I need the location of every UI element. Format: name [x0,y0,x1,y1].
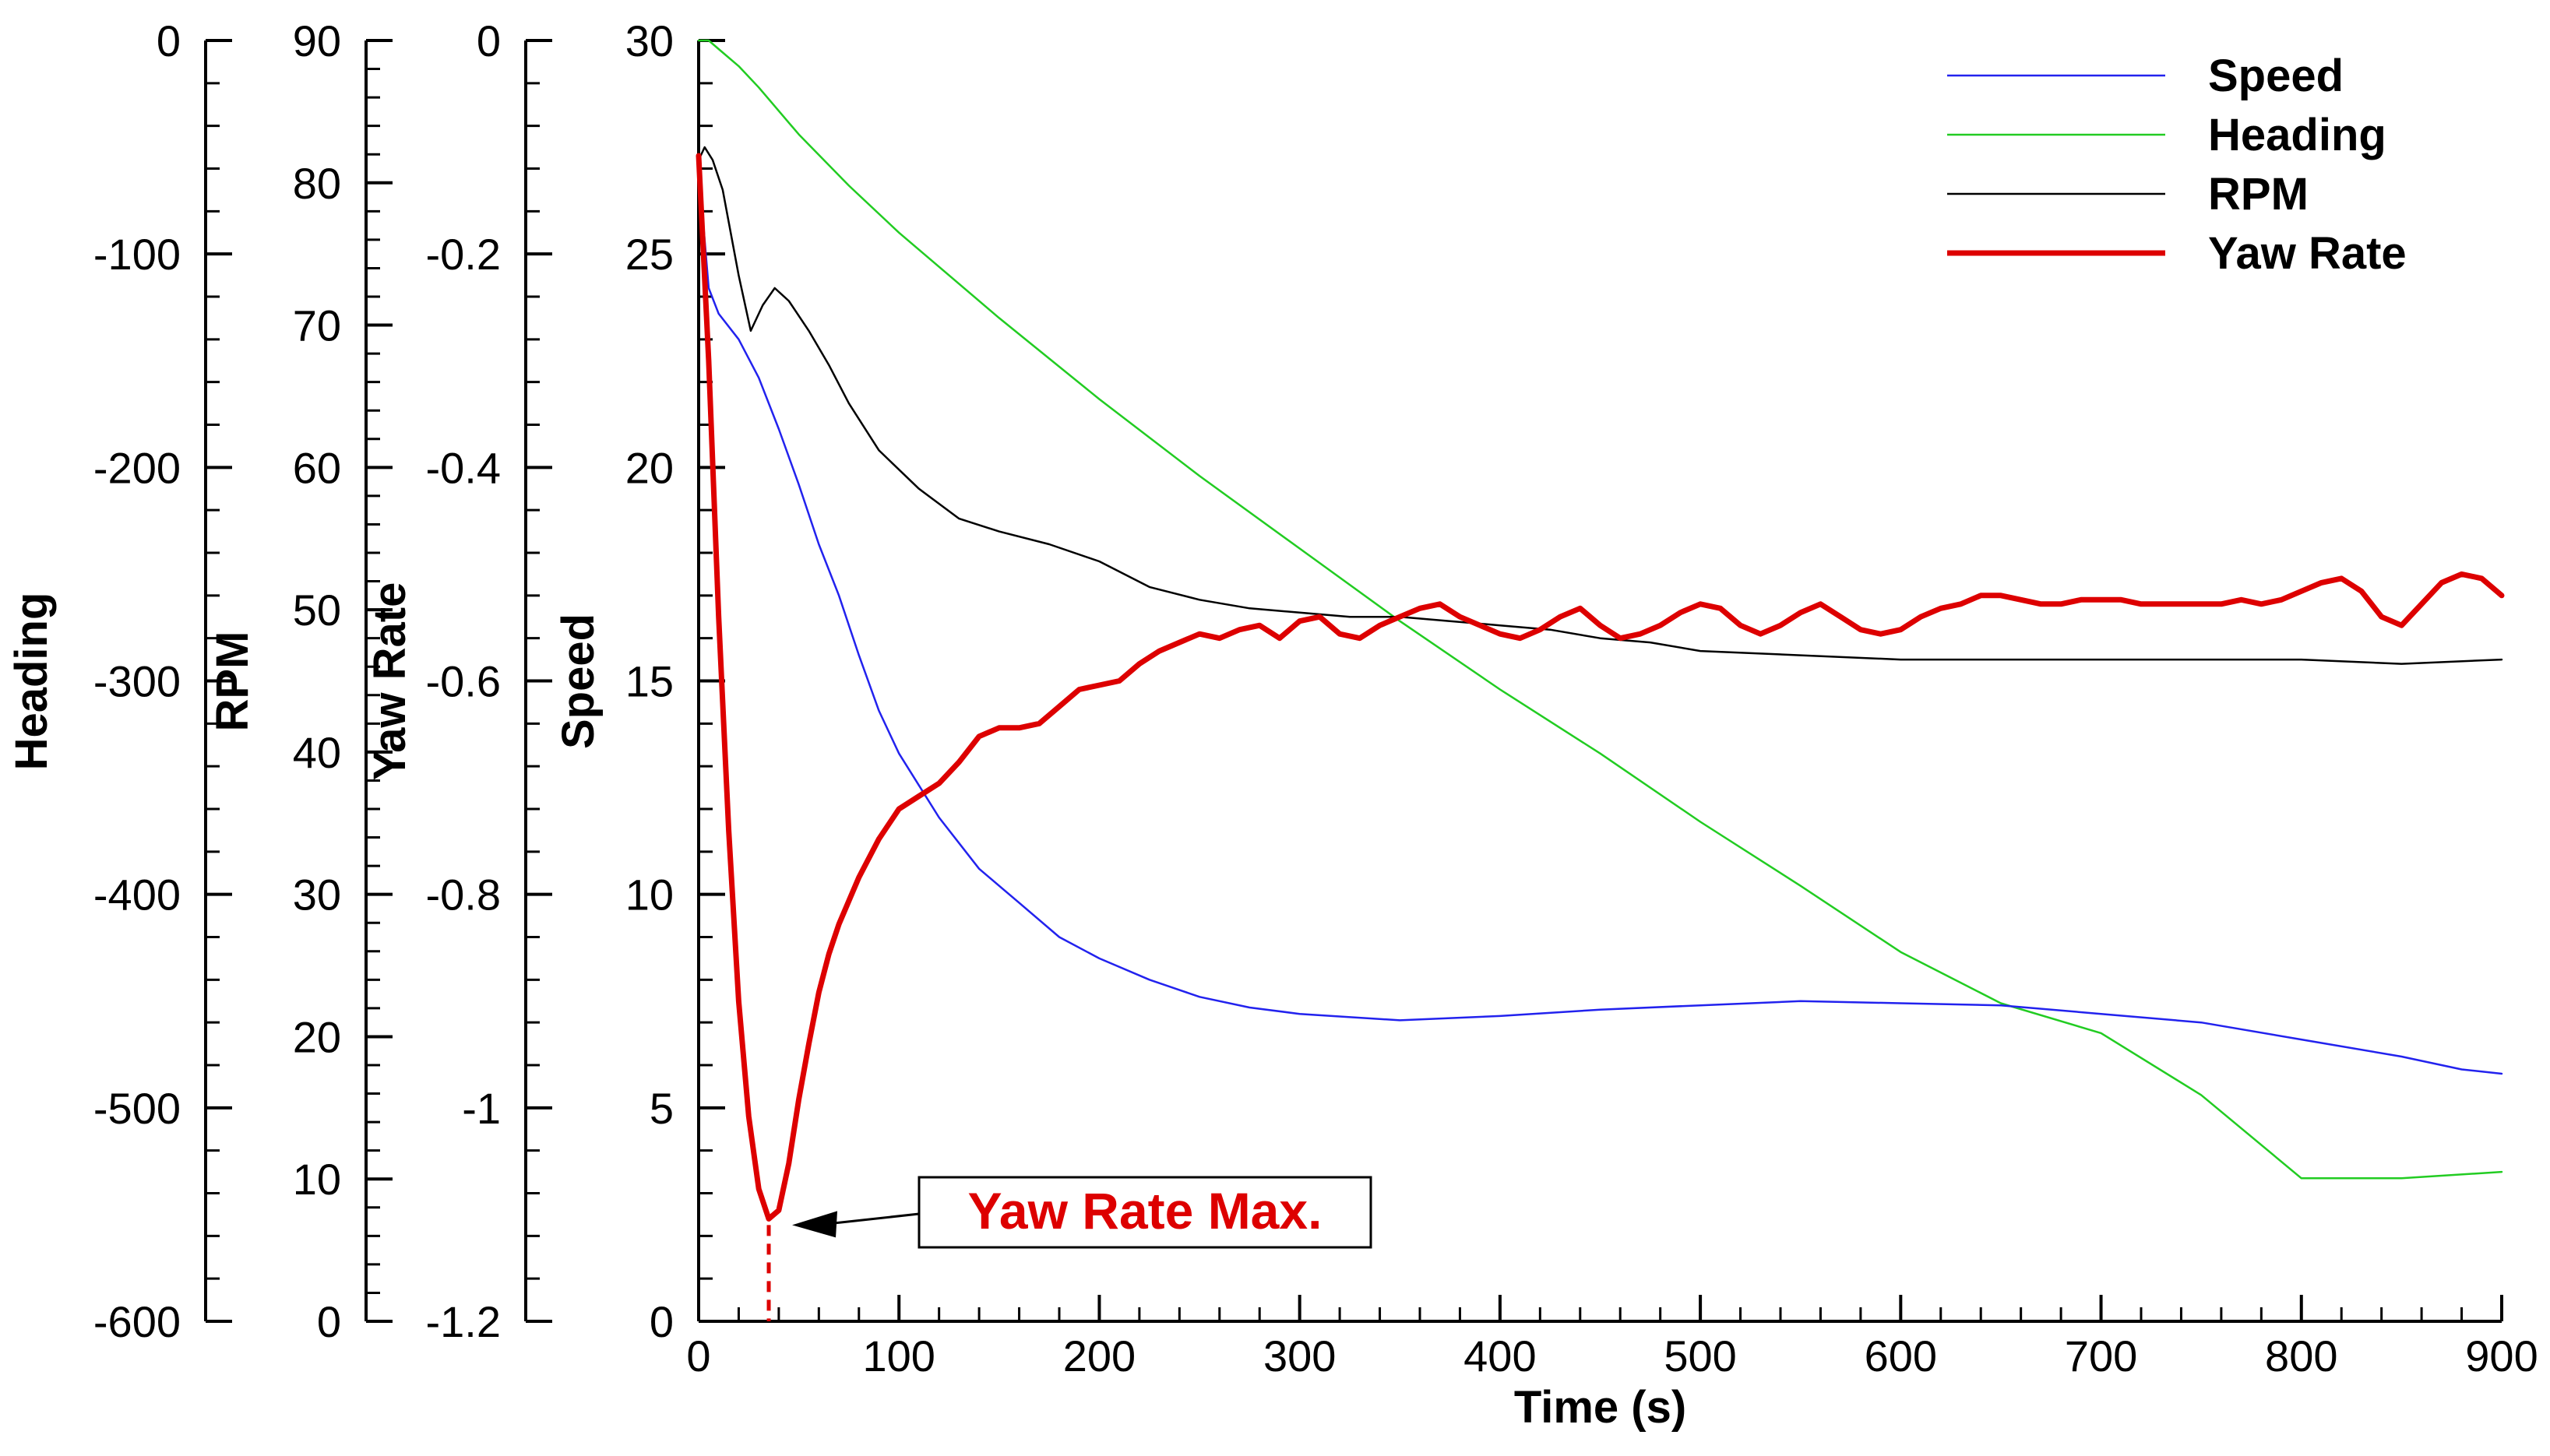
tick-label-speed: 30 [625,16,674,65]
tick-label-heading: -600 [93,1297,181,1346]
axis-heading: 0 -100 -200 -300 -400 -500 -600 Heading [6,16,232,1346]
annotation: Yaw Rate Max. [766,1176,1372,1321]
x-tick-label: 500 [1664,1331,1736,1380]
tick-label-rpm: 70 [293,301,341,350]
x-tick-label: 900 [2465,1331,2538,1380]
annotation-arrow-line [830,1212,920,1225]
axis-rpm: 90 80 70 60 50 40 30 20 10 0 RPM [207,16,393,1346]
tick-label-rpm: 30 [293,870,341,920]
legend-item-rpm: RPM [1947,169,2309,220]
tick-label-heading: -200 [93,443,181,492]
axis-label-heading: Heading [6,593,57,771]
tick-label-speed: 10 [625,870,674,920]
tick-label-yaw: -1.2 [426,1297,502,1346]
tick-label-yaw: -1 [462,1084,501,1133]
axis-label-yaw: Yaw Rate [365,582,415,781]
series-line-yaw-rate [696,153,2505,1222]
x-tick-label: 700 [2065,1331,2137,1380]
x-tick-label: 200 [1063,1331,1136,1380]
axis-label-speed: Speed [553,614,604,749]
tick-label-speed: 15 [625,657,674,706]
tick-label-rpm: 40 [293,728,341,777]
tick-label-speed: 20 [625,443,674,492]
tick-label-heading: -300 [93,657,181,706]
tick-label-rpm: 60 [293,443,341,492]
legend: Speed Heading RPM Yaw Rate [1947,51,2407,279]
tick-label-rpm: 80 [293,159,341,208]
series-line-heading [697,39,2503,1180]
series-line-rpm [697,146,2503,665]
tick-label-rpm: 50 [293,586,341,635]
annotation-arrow-head [792,1211,838,1238]
legend-item-heading: Heading [1947,110,2386,160]
x-tick-label: 800 [2265,1331,2337,1380]
tick-label-yaw: 0 [477,16,501,65]
axis-speed: 30 25 20 15 10 5 0 Speed [553,16,725,1346]
legend-label: Yaw Rate [2208,228,2407,279]
series-line-speed [697,167,2503,1075]
tick-label-yaw: -0.4 [426,443,502,492]
axes-layer: 0-100-200-300-400-500-600Heading90807060… [6,16,2538,1433]
tick-label-rpm: 90 [293,16,341,65]
legend-label: Speed [2208,51,2344,101]
x-tick-label: 0 [686,1331,710,1380]
x-tick-label: 100 [863,1331,935,1380]
annotation-box [918,1176,1372,1249]
tick-label-heading: -100 [93,230,181,279]
axis-time: 0 100 200 300 400 500 600 700 800 900 Time (s) [686,1295,2538,1433]
tick-label-heading: -500 [93,1084,181,1133]
axis-label-rpm: RPM [207,631,258,732]
tick-label-rpm: 0 [317,1297,341,1346]
tick-label-speed: 25 [625,230,674,279]
annotation-label: Yaw Rate Max. [968,1182,1323,1240]
series-layer [696,39,2505,1222]
x-tick-label: 400 [1463,1331,1536,1380]
tick-label-rpm: 10 [293,1155,341,1204]
tick-label-heading: -400 [93,870,181,920]
legend-item-yaw-rate: Yaw Rate [1947,228,2407,279]
legend-label: RPM [2208,169,2309,220]
tick-label-speed: 5 [650,1084,674,1133]
tick-label-yaw: -0.2 [426,230,502,279]
x-axis-label: Time (s) [1514,1382,1686,1433]
x-tick-label: 300 [1263,1331,1336,1380]
tick-label-heading: 0 [157,16,181,65]
legend-item-speed: Speed [1947,51,2344,101]
axis-yaw: 0 -0.2 -0.4 -0.6 -0.8 -1 -1.2 Yaw Rate [365,16,552,1346]
x-tick-label: 600 [1865,1331,1937,1380]
tick-label-rpm: 20 [293,1012,341,1061]
tick-label-yaw: -0.6 [426,657,502,706]
legend-label: Heading [2208,110,2386,160]
tick-label-yaw: -0.8 [426,870,502,920]
tick-label-speed: 0 [650,1297,674,1346]
